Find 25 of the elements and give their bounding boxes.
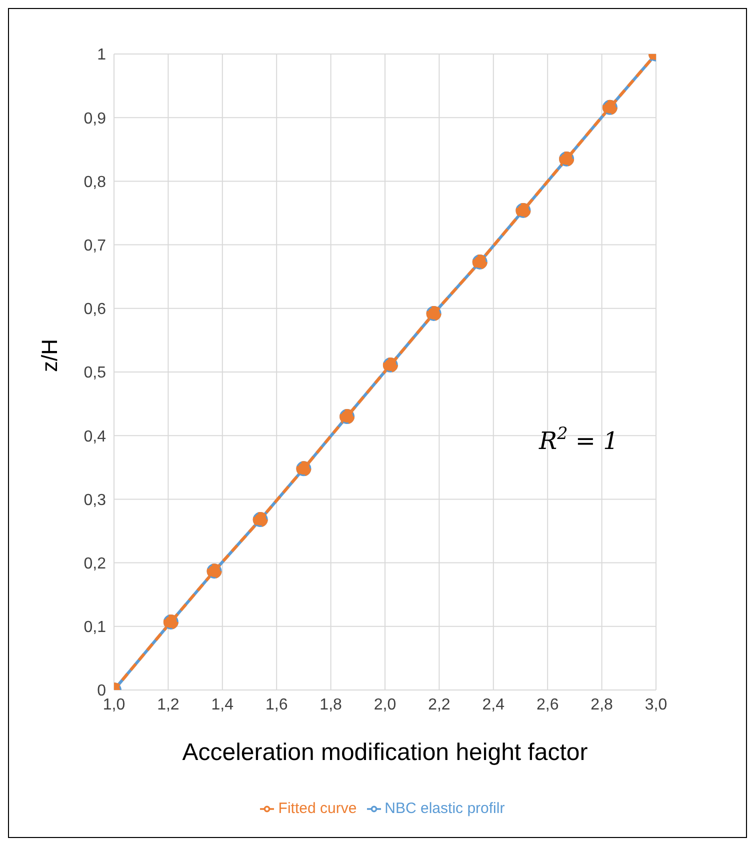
x-tick-label: 1,2 <box>157 696 180 714</box>
legend-label: Fitted curve <box>278 800 357 817</box>
y-tick-label: 0,7 <box>84 237 106 254</box>
x-tick-label: 2,2 <box>428 696 450 714</box>
y-tick-label: 0,1 <box>84 619 106 636</box>
x-tick-label: 2,6 <box>536 696 559 714</box>
y-tick-label: 0,8 <box>84 174 106 191</box>
y-tick-label: 0,6 <box>84 301 106 318</box>
y-tick-label: 0,3 <box>84 492 106 509</box>
x-tick-label: 2,8 <box>590 696 614 714</box>
x-tick-label: 2,0 <box>374 696 396 714</box>
x-tick-label: 2,4 <box>482 696 505 714</box>
legend-label: NBC elastic profilr <box>384 800 505 817</box>
x-axis-title: Acceleration modification height factor <box>182 739 588 766</box>
y-tick-label: 1 <box>97 46 106 64</box>
x-tick-label: 1,6 <box>265 696 288 714</box>
annotation: R$^{2}$ = 1 <box>538 423 618 455</box>
x-tick-label: 3,0 <box>644 696 668 714</box>
y-tick-label: 0,2 <box>84 555 106 572</box>
y-axis-title: z/H <box>36 339 62 372</box>
y-tick-label: 0,4 <box>84 428 106 446</box>
y-tick-label: 0,9 <box>84 110 106 128</box>
x-tick-label: 1,8 <box>320 696 342 714</box>
y-tick-label: 0,5 <box>84 364 106 382</box>
x-tick-label: 1,4 <box>211 696 234 714</box>
